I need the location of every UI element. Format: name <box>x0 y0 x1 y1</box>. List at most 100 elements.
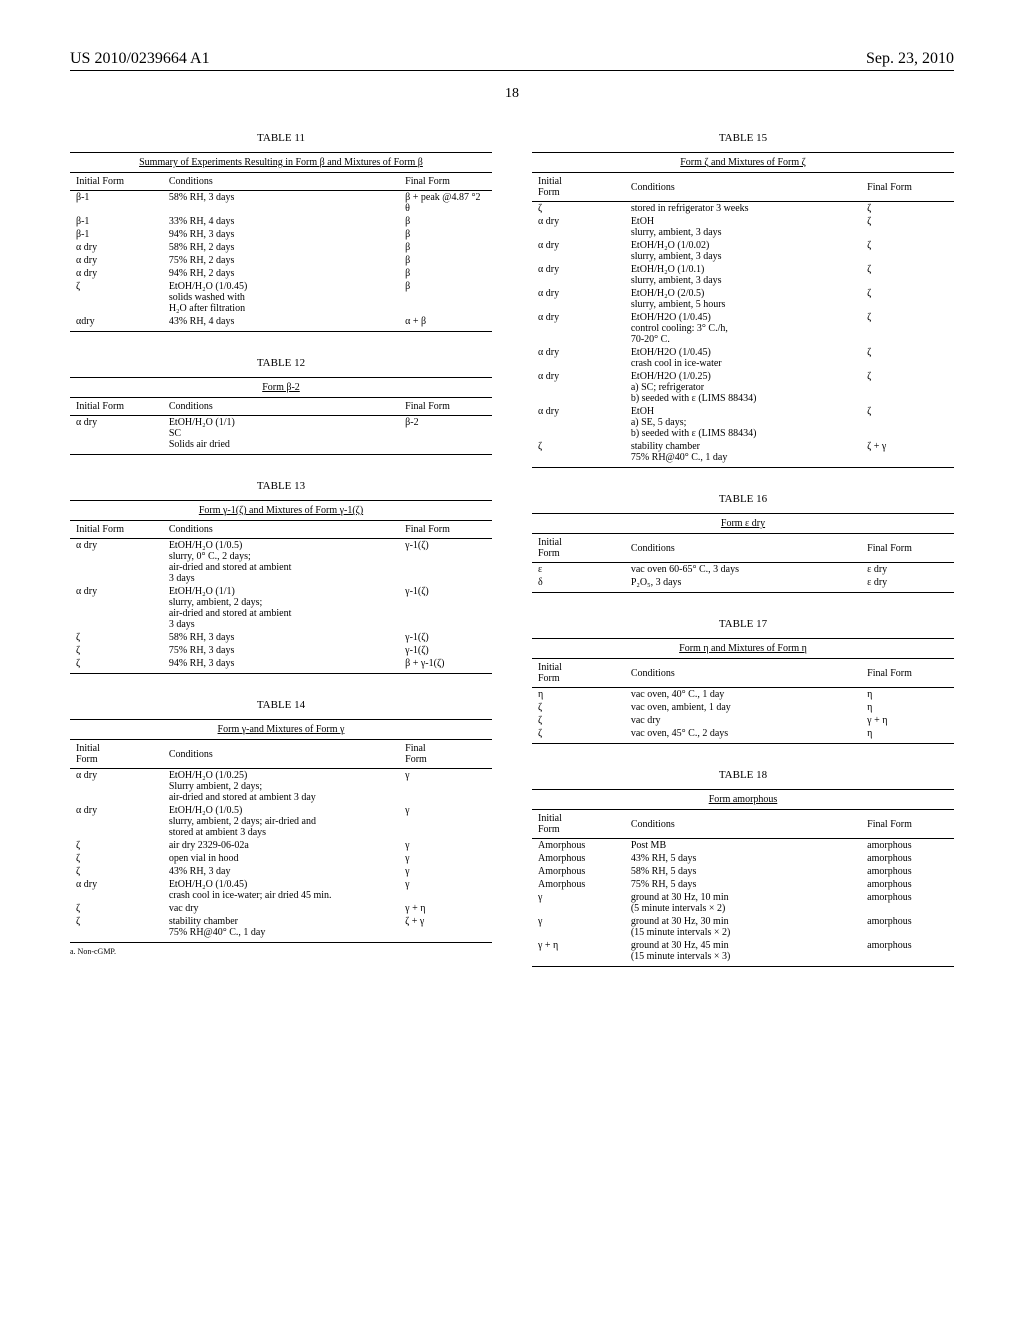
table-header: InitialForm <box>532 173 625 202</box>
table-cell: P₂O₅, 3 days <box>625 576 861 593</box>
table-cell: γ <box>532 891 625 915</box>
page-number: 18 <box>70 86 954 102</box>
table-cell: 94% RH, 3 days <box>163 657 399 674</box>
table-header: Conditions <box>163 173 399 191</box>
table-cell: 58% RH, 3 days <box>163 191 399 216</box>
table-cell: η <box>532 688 625 702</box>
table-row: α dryEtOH/H₂O (1/0.5)slurry, 0° C., 2 da… <box>70 539 492 586</box>
table-cell: amorphous <box>861 891 954 915</box>
table-cell: β-2 <box>399 416 492 455</box>
table-row: ζvac oven, 45° C., 2 daysη <box>532 727 954 744</box>
table-cell: αdry <box>70 315 163 332</box>
table-cell: γ + η <box>532 939 625 967</box>
table-cell: β-1 <box>70 228 163 241</box>
table-header: Conditions <box>625 810 861 839</box>
table-row: γ + ηground at 30 Hz, 45 min(15 minute i… <box>532 939 954 967</box>
table-row: ζstored in refrigerator 3 weeksζ <box>532 202 954 216</box>
data-table: InitialFormConditionsFinalFormα dryEtOH/… <box>70 739 492 943</box>
table-cell: ζ <box>532 701 625 714</box>
table-header: InitialForm <box>70 740 163 769</box>
table-cell: EtOH/H₂O (2/0.5)slurry, ambient, 5 hours <box>625 287 861 311</box>
table-row: α dryEtOH/H₂O (1/0.02)slurry, ambient, 3… <box>532 239 954 263</box>
table-cell: vac oven 60-65° C., 3 days <box>625 563 861 577</box>
table-cell: vac dry <box>625 714 861 727</box>
table-cell: amorphous <box>861 839 954 853</box>
table-header: Conditions <box>163 398 399 416</box>
table-cell: 43% RH, 5 days <box>625 852 861 865</box>
table-cell: EtOH/H₂O (1/1)slurry, ambient, 2 days;ai… <box>163 585 399 631</box>
table-14: TABLE 14Form γ-and Mixtures of Form γIni… <box>70 699 492 956</box>
table-header: Conditions <box>163 521 399 539</box>
table-header: InitialForm <box>532 810 625 839</box>
table-cell: ε <box>532 563 625 577</box>
table-row: ζvac dryγ + η <box>532 714 954 727</box>
table-header: FinalForm <box>399 740 492 769</box>
table-cell: ground at 30 Hz, 30 min(15 minute interv… <box>625 915 861 939</box>
table-cell: 58% RH, 2 days <box>163 241 399 254</box>
table-cell: EtOH/H₂O (1/0.45)crash cool in ice-water… <box>163 878 399 902</box>
table-cell: EtOHslurry, ambient, 3 days <box>625 215 861 239</box>
data-table: Initial FormConditionsFinal Formβ-158% R… <box>70 172 492 332</box>
data-table: InitialFormConditionsFinal Formηvac oven… <box>532 658 954 744</box>
table-cell: ζ <box>532 440 625 468</box>
table-cell: β-1 <box>70 215 163 228</box>
table-cell: ζ <box>532 202 625 216</box>
table-header: Initial Form <box>70 521 163 539</box>
table-15: TABLE 15Form ζ and Mixtures of Form ζIni… <box>532 132 954 468</box>
table-row: ζopen vial in hoodγ <box>70 852 492 865</box>
table-cell: η <box>861 701 954 714</box>
table-row: ζstability chamber75% RH@40° C., 1 dayζ … <box>532 440 954 468</box>
table-cell: γ-1(ζ) <box>399 539 492 586</box>
table-cell: ζ + γ <box>399 915 492 943</box>
table-row: α dryEtOH/H₂O (1/0.45)crash cool in ice-… <box>70 878 492 902</box>
table-cell: amorphous <box>861 865 954 878</box>
table-cell: ζ <box>70 280 163 315</box>
table-cell: EtOH/H₂O (1/0.45)solids washed withH₂O a… <box>163 280 399 315</box>
table-cell: amorphous <box>861 878 954 891</box>
table-row: ηvac oven, 40° C., 1 dayη <box>532 688 954 702</box>
table-row: α dryEtOHslurry, ambient, 3 daysζ <box>532 215 954 239</box>
table-header: Conditions <box>625 534 861 563</box>
table-cell: ε dry <box>861 576 954 593</box>
table-row: α dryEtOH/H₂O (1/0.25)Slurry ambient, 2 … <box>70 769 492 805</box>
table-cell: γ-1(ζ) <box>399 631 492 644</box>
table-cell: ζ <box>861 346 954 370</box>
table-cell: air dry 2329-06-02a <box>163 839 399 852</box>
table-title: TABLE 12 <box>70 357 492 369</box>
table-cell: EtOH/H₂O (1/0.5)slurry, 0° C., 2 days;ai… <box>163 539 399 586</box>
table-header: Final Form <box>399 521 492 539</box>
table-header: Conditions <box>625 173 861 202</box>
table-row: εvac oven 60-65° C., 3 daysε dry <box>532 563 954 577</box>
table-row: ζ43% RH, 3 dayγ <box>70 865 492 878</box>
table-caption: Form η and Mixtures of Form η <box>532 643 954 654</box>
table-caption: Form ζ and Mixtures of Form ζ <box>532 157 954 168</box>
table-cell: stored in refrigerator 3 weeks <box>625 202 861 216</box>
table-cell: Amorphous <box>532 852 625 865</box>
table-cell: 43% RH, 4 days <box>163 315 399 332</box>
table-cell: γ <box>399 865 492 878</box>
table-17: TABLE 17Form η and Mixtures of Form ηIni… <box>532 618 954 744</box>
table-title: TABLE 16 <box>532 493 954 505</box>
table-header: Initial Form <box>70 173 163 191</box>
table-cell: γ-1(ζ) <box>399 644 492 657</box>
table-cell: ε dry <box>861 563 954 577</box>
data-table: InitialFormConditionsFinal Form Amorphous… <box>532 809 954 967</box>
table-row: α dry94% RH, 2 daysβ <box>70 267 492 280</box>
table-row: α dryEtOH/H₂O (1/0.5)slurry, ambient, 2 … <box>70 804 492 839</box>
table-cell: β <box>399 241 492 254</box>
table-header: Final Form <box>861 810 954 839</box>
table-cell: 33% RH, 4 days <box>163 215 399 228</box>
table-cell: amorphous <box>861 852 954 865</box>
table-caption: Summary of Experiments Resulting in Form… <box>70 157 492 168</box>
table-title: TABLE 11 <box>70 132 492 144</box>
table-row: ζvac dryγ + η <box>70 902 492 915</box>
table-cell: ground at 30 Hz, 45 min(15 minute interv… <box>625 939 861 967</box>
table-cell: ζ <box>861 263 954 287</box>
table-cell: β + peak @4.87 °2 θ <box>399 191 492 216</box>
table-cell: α dry <box>70 539 163 586</box>
table-row: α dry58% RH, 2 daysβ <box>70 241 492 254</box>
table-title: TABLE 18 <box>532 769 954 781</box>
right-column: TABLE 15Form ζ and Mixtures of Form ζIni… <box>532 132 954 992</box>
table-cell: ζ <box>532 714 625 727</box>
table-cell: ζ <box>70 839 163 852</box>
